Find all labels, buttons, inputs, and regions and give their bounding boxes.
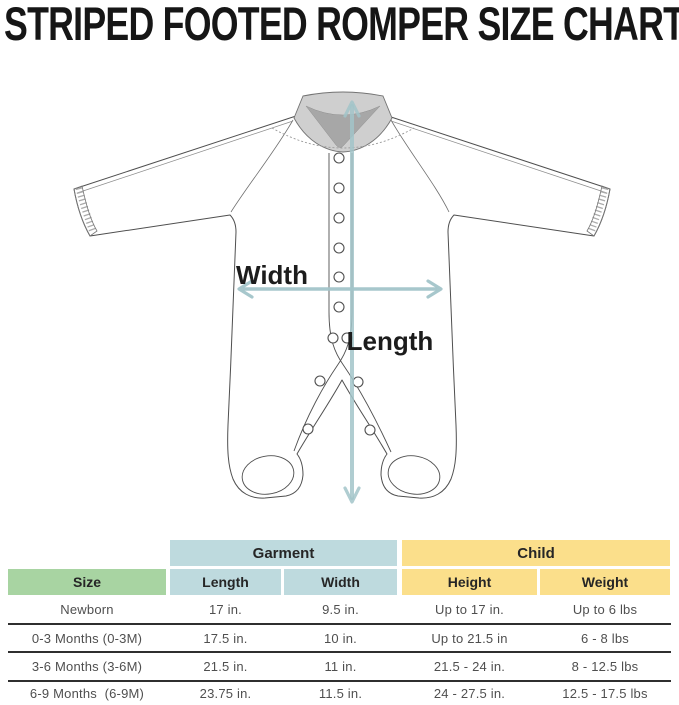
cell-height: 24 - 27.5 in. <box>433 686 506 701</box>
cell-weight: Up to 6 lbs <box>572 602 638 617</box>
cell-size: 6-9 Months (6-9M) <box>29 686 145 701</box>
cell-length: 17 in. <box>208 602 242 617</box>
width-label: Width <box>236 260 308 290</box>
page-title: STRIPED FOOTED ROMPER SIZE CHART <box>4 0 679 50</box>
cell-height: Up to 21.5 in <box>431 631 508 646</box>
cell-length: 21.5 in. <box>203 659 248 674</box>
cell-weight: 12.5 - 17.5 lbs <box>562 686 648 701</box>
collar-inner-v <box>305 105 381 148</box>
snap-buttons <box>302 152 376 436</box>
width-arrow <box>237 279 443 299</box>
cell-width: 10 in. <box>323 631 357 646</box>
cell-weight: 8 - 12.5 lbs <box>571 659 639 674</box>
left-raglan-seam <box>230 119 294 213</box>
cell-size: 3-6 Months (3-6M) <box>31 659 143 674</box>
cell-height: 21.5 - 24 in. <box>433 659 506 674</box>
cell-length: 17.5 in. <box>203 631 248 646</box>
left-foot-icon <box>241 455 295 495</box>
column-header-size: Size <box>8 569 166 595</box>
column-header-width: Width <box>284 569 397 595</box>
group-header-child: Child <box>402 540 670 566</box>
cell-length: 23.75 in. <box>199 686 252 701</box>
placket-left-edge <box>328 153 392 453</box>
row-divider <box>8 680 671 682</box>
length-arrow <box>343 100 361 504</box>
cell-width: 11 in. <box>324 659 357 674</box>
left-sleeve-seam <box>76 120 294 194</box>
left-cuff-rib <box>75 187 97 234</box>
length-label: Length <box>347 326 434 356</box>
row-divider <box>8 651 671 653</box>
cell-size: Newborn <box>60 602 114 617</box>
romper-diagram: Width Length <box>73 91 611 504</box>
left-cuff-icon <box>73 185 98 237</box>
right-sleeve-seam <box>390 120 608 194</box>
column-header-height: Height <box>402 569 537 595</box>
column-header-weight: Weight <box>540 569 670 595</box>
cell-size: 0-3 Months (0-3M) <box>31 631 143 646</box>
row-divider <box>8 623 671 625</box>
right-foot-icon <box>387 455 441 495</box>
right-cuff-icon <box>586 185 611 237</box>
column-header-length: Length <box>170 569 281 595</box>
cell-weight: 6 - 8 lbs <box>580 631 630 646</box>
right-raglan-seam <box>390 119 450 213</box>
cell-height: Up to 17 in. <box>435 602 504 617</box>
group-header-garment: Garment <box>170 540 397 566</box>
cell-width: 9.5 in. <box>322 602 359 617</box>
cell-width: 11.5 in. <box>318 686 363 701</box>
right-cuff-rib <box>587 187 609 234</box>
